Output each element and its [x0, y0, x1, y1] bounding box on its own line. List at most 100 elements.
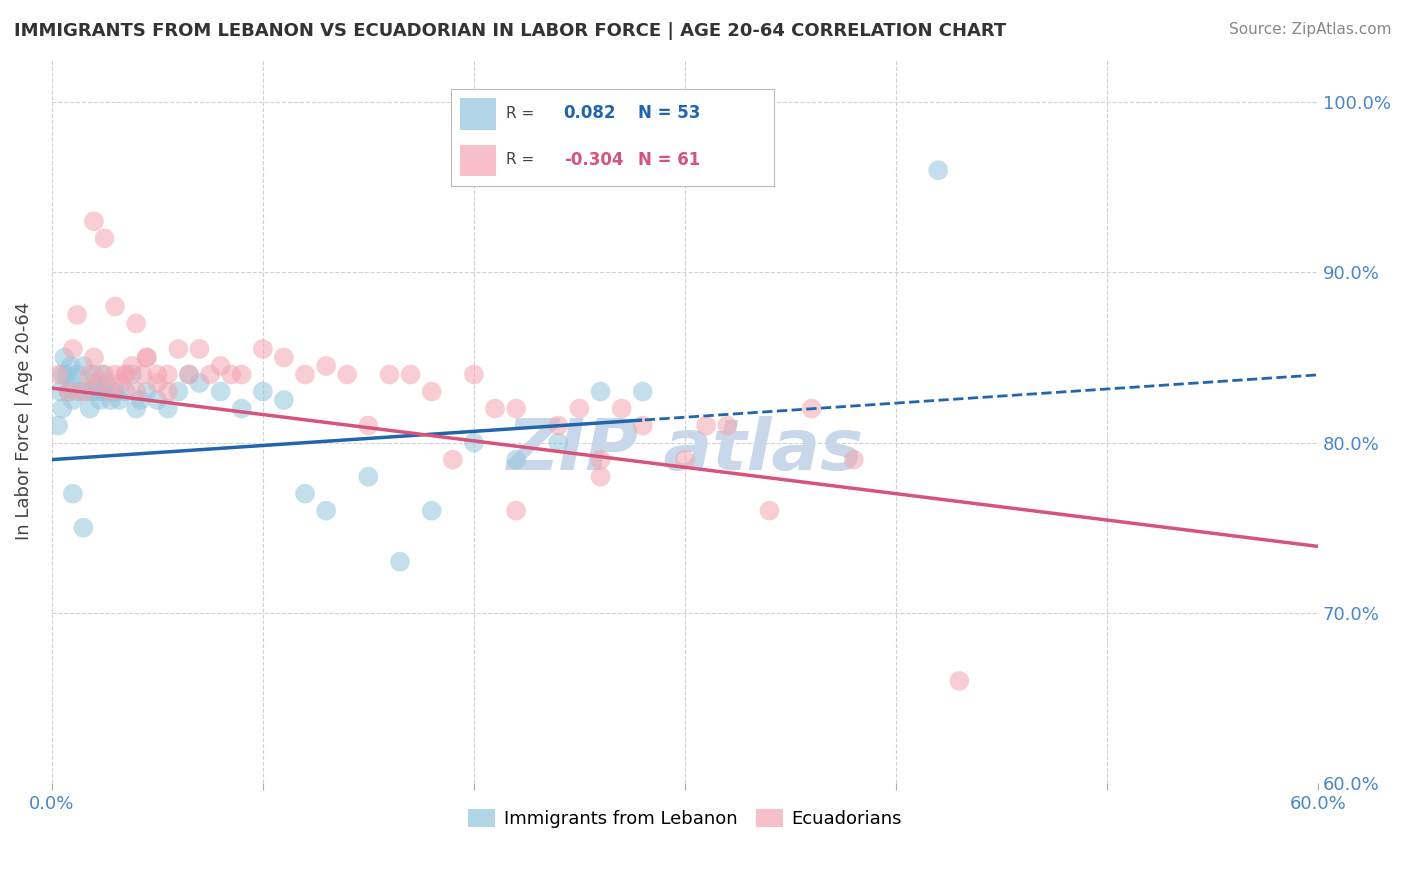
Point [114, 368, 136, 382]
Point [49, 384, 72, 399]
Point [87, 376, 110, 390]
Point [125, 384, 148, 399]
Point [58, 384, 80, 399]
Point [135, 351, 157, 365]
Point [104, 384, 127, 399]
Point [505, 401, 527, 416]
Point [62, 376, 84, 390]
Point [219, 368, 242, 382]
Point [72, 521, 94, 535]
Point [62, 486, 84, 500]
Point [378, 368, 401, 382]
Point [357, 469, 380, 483]
Point [83, 214, 105, 228]
Point [83, 368, 105, 382]
Point [800, 401, 823, 416]
Point [388, 555, 411, 569]
Point [167, 342, 190, 356]
Point [55, 368, 77, 382]
Point [294, 368, 316, 382]
Point [62, 392, 84, 407]
Point [125, 401, 148, 416]
Point [209, 359, 232, 373]
Point [695, 418, 717, 433]
Point [315, 504, 337, 518]
Point [135, 384, 157, 399]
Point [589, 384, 612, 399]
Point [209, 384, 232, 399]
Point [484, 401, 506, 416]
Point [80, 384, 103, 399]
Point [589, 452, 612, 467]
Point [441, 452, 464, 467]
Point [188, 376, 211, 390]
Point [58, 384, 80, 399]
Point [177, 368, 200, 382]
Point [547, 435, 569, 450]
Point [51, 401, 73, 416]
Point [79, 368, 101, 382]
Point [125, 317, 148, 331]
Point [91, 368, 114, 382]
Point [46, 418, 69, 433]
Point [96, 376, 118, 390]
Point [547, 418, 569, 433]
Point [505, 504, 527, 518]
Point [59, 359, 82, 373]
Point [72, 359, 94, 373]
Point [131, 368, 153, 382]
Point [399, 368, 422, 382]
Point [114, 384, 136, 399]
Point [156, 384, 179, 399]
Point [948, 673, 970, 688]
Point [146, 392, 169, 407]
Point [673, 452, 696, 467]
Point [631, 384, 654, 399]
Point [177, 368, 200, 382]
Point [108, 392, 131, 407]
Point [357, 418, 380, 433]
Point [420, 504, 443, 518]
Point [104, 368, 127, 382]
Point [716, 418, 738, 433]
Point [110, 376, 132, 390]
Point [100, 392, 122, 407]
Point [53, 351, 76, 365]
Text: IMMIGRANTS FROM LEBANON VS ECUADORIAN IN LABOR FORCE | AGE 20-64 CORRELATION CHA: IMMIGRANTS FROM LEBANON VS ECUADORIAN IN… [14, 22, 1007, 40]
Point [631, 418, 654, 433]
Point [62, 342, 84, 356]
Point [100, 384, 122, 399]
Point [75, 384, 97, 399]
Point [927, 163, 949, 178]
Point [231, 368, 253, 382]
Point [156, 368, 179, 382]
Point [252, 384, 274, 399]
Point [315, 359, 337, 373]
Point [135, 351, 157, 365]
Text: Source: ZipAtlas.com: Source: ZipAtlas.com [1229, 22, 1392, 37]
Point [72, 384, 94, 399]
Point [231, 401, 253, 416]
Point [294, 486, 316, 500]
Point [758, 504, 780, 518]
Point [198, 368, 221, 382]
Point [83, 351, 105, 365]
Point [121, 368, 143, 382]
Point [568, 401, 591, 416]
Point [89, 392, 111, 407]
Point [273, 392, 295, 407]
Point [67, 384, 90, 399]
Point [46, 368, 69, 382]
Text: ZIP atlas: ZIP atlas [506, 416, 863, 484]
Point [129, 392, 152, 407]
Point [336, 368, 359, 382]
Point [273, 351, 295, 365]
Point [505, 452, 527, 467]
Point [93, 231, 115, 245]
Point [114, 368, 136, 382]
Point [146, 368, 169, 382]
Point [121, 359, 143, 373]
Point [463, 368, 485, 382]
Point [463, 435, 485, 450]
Point [79, 401, 101, 416]
